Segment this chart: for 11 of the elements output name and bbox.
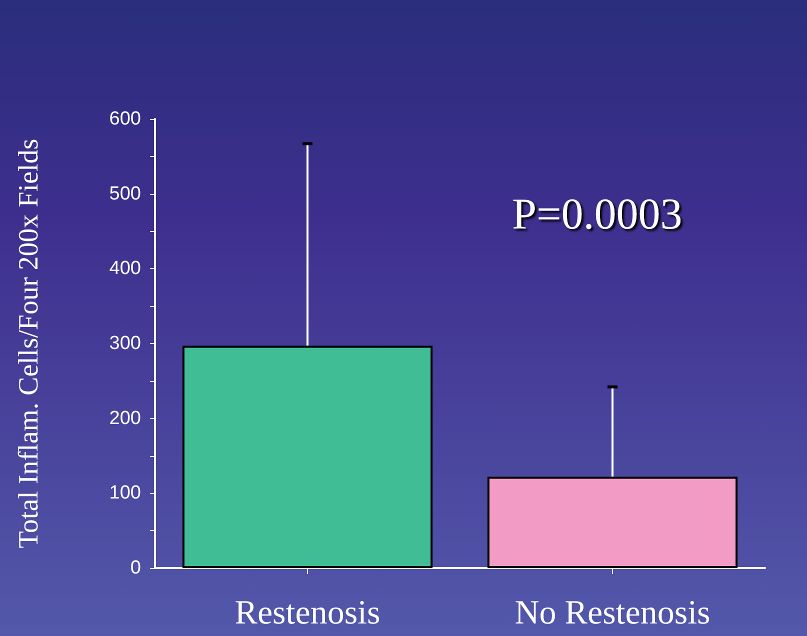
y-tick-label: 600 (109, 108, 141, 130)
y-tick-label: 0 (130, 558, 141, 578)
y-tick-label: 200 (109, 408, 141, 429)
y-tick-label: 500 (109, 183, 141, 204)
x-tick-label: No Restenosis (514, 594, 710, 632)
y-tick-label: 100 (109, 482, 141, 504)
y-axis-title: Total Inflam. Cells/Four 200x Fields (14, 138, 44, 548)
x-tick-label: Restenosis (234, 594, 380, 632)
y-tick-label: 300 (109, 333, 141, 354)
annotation: P=0.0003 (512, 190, 682, 238)
y-tick-label: 400 (109, 258, 141, 280)
